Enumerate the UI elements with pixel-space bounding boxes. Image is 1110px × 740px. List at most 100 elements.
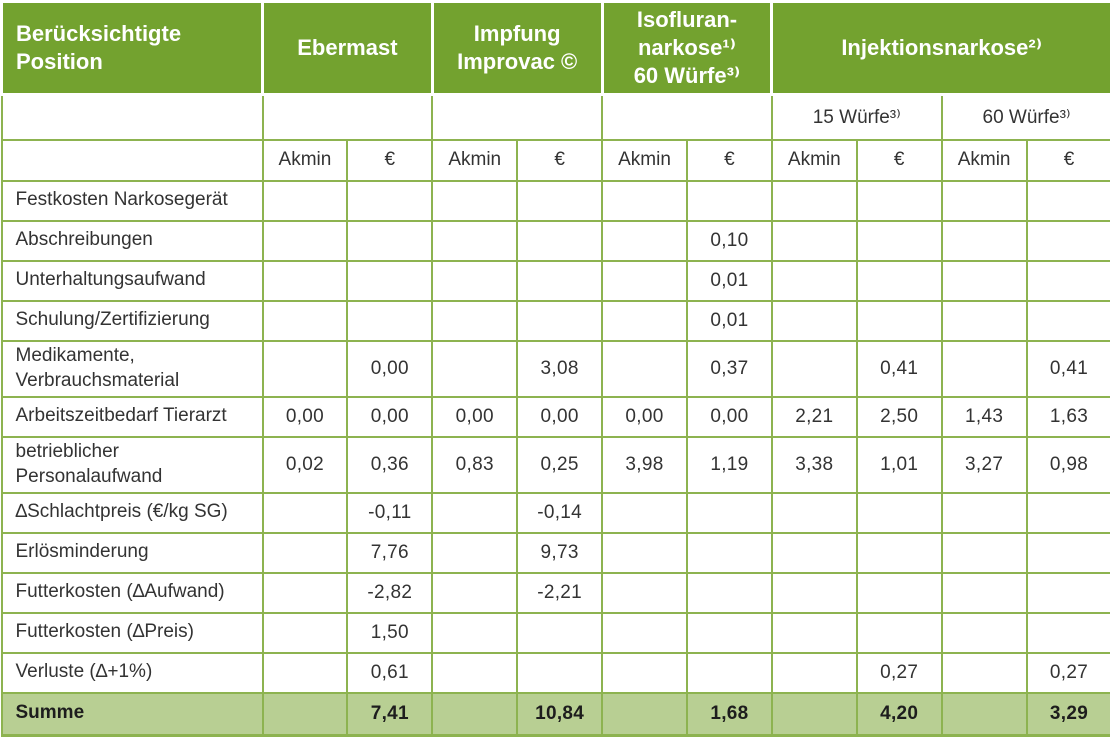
table-row: Verluste (∆+1%) 0,61 0,27 0,27 bbox=[0, 651, 1110, 694]
header-group-ebermast: Ebermast bbox=[261, 0, 434, 96]
row-label: Schulung/Zertifizierung bbox=[0, 299, 264, 342]
cell-injektion60-akmin bbox=[940, 531, 1028, 574]
row-label: Festkosten Narkosegerät bbox=[0, 179, 264, 222]
cell-isofluran-eur: 0,10 bbox=[685, 219, 773, 262]
header-sub-row: 15 Würfe³⁾ 60 Würfe³⁾ bbox=[0, 93, 1110, 141]
cell-injektion60-akmin bbox=[940, 219, 1028, 262]
cell-impfung-akmin: 0,83 bbox=[431, 435, 519, 494]
cell-injektion60-akmin: 1,43 bbox=[940, 395, 1028, 438]
cell-impfung-akmin bbox=[431, 571, 519, 614]
cell-impfung-akmin bbox=[431, 491, 519, 534]
cell-isofluran-akmin bbox=[601, 691, 688, 737]
table-row: Futterkosten (∆Aufwand) -2,82 -2,21 bbox=[0, 571, 1110, 614]
cell-injektion15-eur bbox=[855, 491, 943, 534]
cell-injektion60-akmin bbox=[940, 339, 1028, 398]
cell-isofluran-eur: 0,37 bbox=[685, 339, 773, 398]
cell-injektion15-eur bbox=[855, 531, 943, 574]
row-label: betrieblicher Personalaufwand bbox=[0, 435, 264, 494]
cell-injektion15-eur: 0,27 bbox=[855, 651, 943, 694]
cell-injektion60-akmin bbox=[940, 651, 1028, 694]
cell-isofluran-eur bbox=[685, 179, 773, 222]
row-label: Futterkosten (∆Aufwand) bbox=[0, 571, 264, 614]
cell-isofluran-akmin bbox=[601, 491, 688, 534]
table-row: Festkosten Narkosegerät bbox=[0, 179, 1110, 222]
cell-injektion15-eur bbox=[855, 259, 943, 302]
header-group-impfung-improvac: Impfung Improvac © bbox=[430, 0, 604, 96]
cell-ebermast-eur bbox=[346, 179, 434, 222]
cell-isofluran-eur bbox=[685, 651, 773, 694]
cell-impfung-eur: -2,21 bbox=[516, 571, 604, 614]
cell-ebermast-akmin bbox=[261, 491, 349, 534]
cell-ebermast-eur: 7,41 bbox=[346, 691, 434, 737]
cell-injektion15-eur bbox=[855, 571, 943, 614]
cell-injektion15-akmin bbox=[770, 691, 858, 737]
cell-impfung-akmin bbox=[431, 259, 519, 302]
cell-impfung-eur: 3,08 bbox=[516, 339, 604, 398]
header-unit-row: Akmin € Akmin € Akmin € Akmin € Akmin € bbox=[0, 138, 1110, 182]
header-group-isofluran-narkose: Isofluran- narkose¹⁾ 60 Würfe³⁾ bbox=[600, 0, 774, 96]
cell-injektion60-akmin bbox=[940, 691, 1028, 737]
table-body: Festkosten Narkosegerät Abschreibungen 0,1… bbox=[0, 179, 1110, 737]
cell-impfung-akmin bbox=[431, 299, 519, 342]
cell-impfung-akmin bbox=[431, 219, 519, 262]
unit-injektion15-eur: € bbox=[855, 138, 943, 182]
cell-ebermast-eur: -0,11 bbox=[346, 491, 434, 534]
cell-impfung-eur: -0,14 bbox=[516, 491, 604, 534]
cell-ebermast-eur bbox=[346, 259, 434, 302]
cell-injektion15-akmin bbox=[770, 179, 858, 222]
cell-injektion15-akmin bbox=[770, 339, 858, 398]
cell-injektion60-akmin bbox=[940, 179, 1028, 222]
cell-impfung-akmin bbox=[431, 691, 519, 737]
cell-injektion60-akmin bbox=[940, 299, 1028, 342]
unit-impfung-eur: € bbox=[516, 138, 604, 182]
cell-isofluran-eur bbox=[685, 571, 773, 614]
unit-injektion60-akmin: Akmin bbox=[940, 138, 1028, 182]
cell-ebermast-eur: 0,61 bbox=[346, 651, 434, 694]
cell-injektion15-eur bbox=[855, 299, 943, 342]
subheader-empty-isofluran bbox=[601, 93, 773, 141]
cell-injektion60-eur bbox=[1025, 179, 1110, 222]
cell-injektion60-eur bbox=[1025, 611, 1110, 654]
cell-ebermast-akmin: 0,02 bbox=[261, 435, 349, 494]
table-row: Erlösminderung 7,76 9,73 bbox=[0, 531, 1110, 574]
cell-injektion60-eur: 0,27 bbox=[1025, 651, 1110, 694]
summe-label: Summe bbox=[0, 691, 264, 737]
cell-isofluran-eur: 0,01 bbox=[685, 259, 773, 302]
unit-ebermast-eur: € bbox=[346, 138, 434, 182]
cell-isofluran-eur bbox=[685, 531, 773, 574]
cell-ebermast-eur: 1,50 bbox=[346, 611, 434, 654]
cell-ebermast-akmin: 0,00 bbox=[261, 395, 349, 438]
cell-isofluran-akmin bbox=[601, 219, 688, 262]
cell-ebermast-akmin bbox=[261, 299, 349, 342]
cell-injektion60-eur bbox=[1025, 531, 1110, 574]
cell-injektion60-akmin bbox=[940, 259, 1028, 302]
cell-impfung-eur: 9,73 bbox=[516, 531, 604, 574]
cell-ebermast-akmin bbox=[261, 531, 349, 574]
cell-isofluran-eur: 0,00 bbox=[685, 395, 773, 438]
cell-impfung-eur bbox=[516, 299, 604, 342]
row-label: Arbeitszeitbedarf Tierarzt bbox=[0, 395, 264, 438]
cell-injektion15-akmin bbox=[770, 571, 858, 614]
cell-isofluran-akmin: 0,00 bbox=[601, 395, 688, 438]
cell-ebermast-eur bbox=[346, 219, 434, 262]
cell-impfung-akmin bbox=[431, 651, 519, 694]
cell-ebermast-eur bbox=[346, 299, 434, 342]
cell-isofluran-eur bbox=[685, 491, 773, 534]
cell-injektion60-eur bbox=[1025, 491, 1110, 534]
cell-ebermast-akmin bbox=[261, 219, 349, 262]
cell-isofluran-akmin bbox=[601, 531, 688, 574]
subheader-empty-ebermast bbox=[261, 93, 434, 141]
cell-injektion60-eur bbox=[1025, 219, 1110, 262]
cell-ebermast-eur: 7,76 bbox=[346, 531, 434, 574]
cell-ebermast-eur: 0,00 bbox=[346, 339, 434, 398]
cell-isofluran-eur: 1,68 bbox=[685, 691, 773, 737]
cell-ebermast-eur: -2,82 bbox=[346, 571, 434, 614]
cell-impfung-eur bbox=[516, 219, 604, 262]
cell-impfung-eur: 0,25 bbox=[516, 435, 604, 494]
table-row: Unterhaltungsaufwand 0,01 bbox=[0, 259, 1110, 302]
cell-injektion15-akmin bbox=[770, 651, 858, 694]
cell-injektion15-akmin bbox=[770, 259, 858, 302]
header-group-row: Berücksichtigte Position Ebermast Impfun… bbox=[0, 0, 1110, 96]
cell-ebermast-eur: 0,00 bbox=[346, 395, 434, 438]
cell-impfung-akmin bbox=[431, 179, 519, 222]
